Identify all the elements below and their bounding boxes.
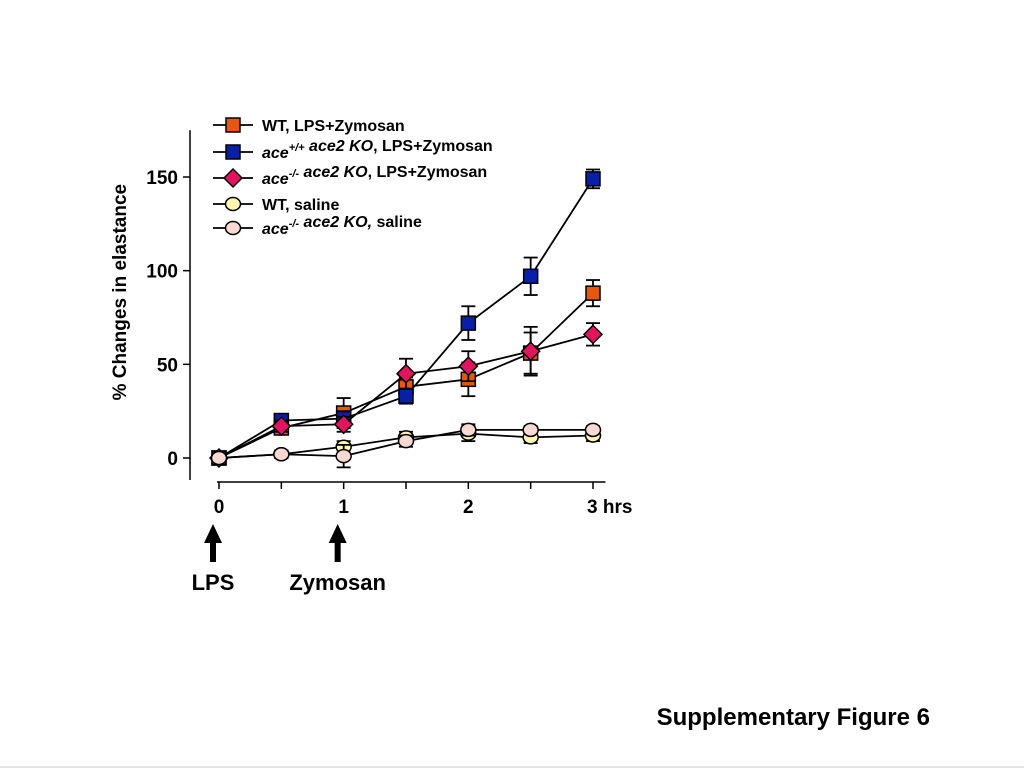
annotation-label: Zymosan — [289, 570, 386, 595]
data-point — [522, 422, 539, 438]
data-point — [210, 450, 228, 466]
data-point — [395, 363, 417, 384]
figure-caption: Supplementary Figure 6 — [656, 704, 930, 731]
legend-label-part: -/- — [289, 168, 300, 180]
legend-label-part: WT, LPS+Zymosan — [262, 118, 405, 135]
data-point — [585, 285, 601, 301]
annotation-lps: LPS — [192, 524, 235, 595]
data-point — [582, 324, 604, 345]
y-tick-label: 150 — [146, 168, 178, 189]
legend-label: ace-/- ace2 KO, LPS+Zymosan — [262, 164, 487, 188]
legend-marker — [222, 167, 244, 189]
y-tick-label: 100 — [146, 262, 178, 283]
data-point — [335, 448, 352, 464]
annotation-label: LPS — [192, 570, 235, 595]
legend-marker — [224, 220, 242, 236]
data-point — [584, 422, 602, 438]
data-point — [520, 341, 541, 362]
legend-label-part: ace2 KO, — [299, 214, 372, 231]
legend-label-part: -/- — [289, 218, 300, 230]
plot-area — [208, 168, 604, 469]
x-tick-label: 0 — [214, 497, 225, 518]
legend-entry: ace+/+ ace2 KO, LPS+Zymosan — [213, 138, 493, 162]
series-4 — [210, 422, 602, 469]
x-tick-label: 1 — [338, 497, 349, 518]
legend-marker — [224, 196, 242, 212]
legend-label-part: saline — [372, 214, 422, 231]
legend-entry: WT, LPS+Zymosan — [213, 117, 405, 135]
arrowhead-icon — [328, 524, 347, 543]
legend-label-part: +/+ — [289, 142, 305, 154]
y-tick-label: 0 — [167, 449, 178, 470]
data-point — [273, 447, 290, 462]
data-point — [397, 433, 415, 449]
y-tick-label: 50 — [157, 355, 178, 376]
legend-label-part: ace2 KO — [305, 138, 374, 155]
annotations: LPS Zymosan — [192, 524, 386, 595]
data-point — [460, 315, 477, 331]
arrowhead-icon — [204, 524, 222, 543]
legend-label-part: , LPS+Zymosan — [368, 164, 488, 181]
data-point — [460, 422, 477, 438]
data-point — [271, 416, 292, 437]
data-point — [585, 171, 601, 187]
x-tick-label: 3 hrs — [587, 497, 632, 518]
legend-label-part: ace — [262, 221, 289, 238]
legend-entry: WT, saline — [213, 196, 339, 214]
legend-label: ace+/+ ace2 KO, LPS+Zymosan — [262, 138, 493, 162]
data-point — [333, 414, 354, 435]
legend-label-part: ace2 KO — [299, 164, 368, 181]
legend-label: WT, LPS+Zymosan — [262, 118, 405, 135]
bottom-divider — [0, 766, 1024, 768]
legend-label: ace-/- ace2 KO, saline — [262, 214, 422, 238]
legend-label-part: ace — [262, 145, 289, 162]
legend-label-part: , LPS+Zymosan — [373, 138, 493, 155]
axes: 0 50 100 150 0 1 2 3 hrs % Changes in elastance — [110, 130, 632, 518]
data-point — [458, 356, 479, 377]
series-2 — [208, 322, 604, 469]
legend-label-part: ace — [262, 171, 289, 188]
data-point — [398, 388, 414, 404]
legend-entry: ace-/- ace2 KO, saline — [213, 214, 422, 238]
x-tick-label: 2 — [463, 497, 474, 518]
annotation-zymosan: Zymosan — [289, 524, 386, 595]
legend-entry: ace-/- ace2 KO, LPS+Zymosan — [213, 164, 487, 189]
y-axis-title: % Changes in elastance — [110, 184, 131, 400]
legend-marker — [225, 144, 241, 160]
legend-marker — [225, 117, 241, 133]
legend-label: WT, saline — [262, 197, 339, 214]
data-point — [522, 268, 539, 285]
legend-label-part: WT, saline — [262, 197, 339, 214]
